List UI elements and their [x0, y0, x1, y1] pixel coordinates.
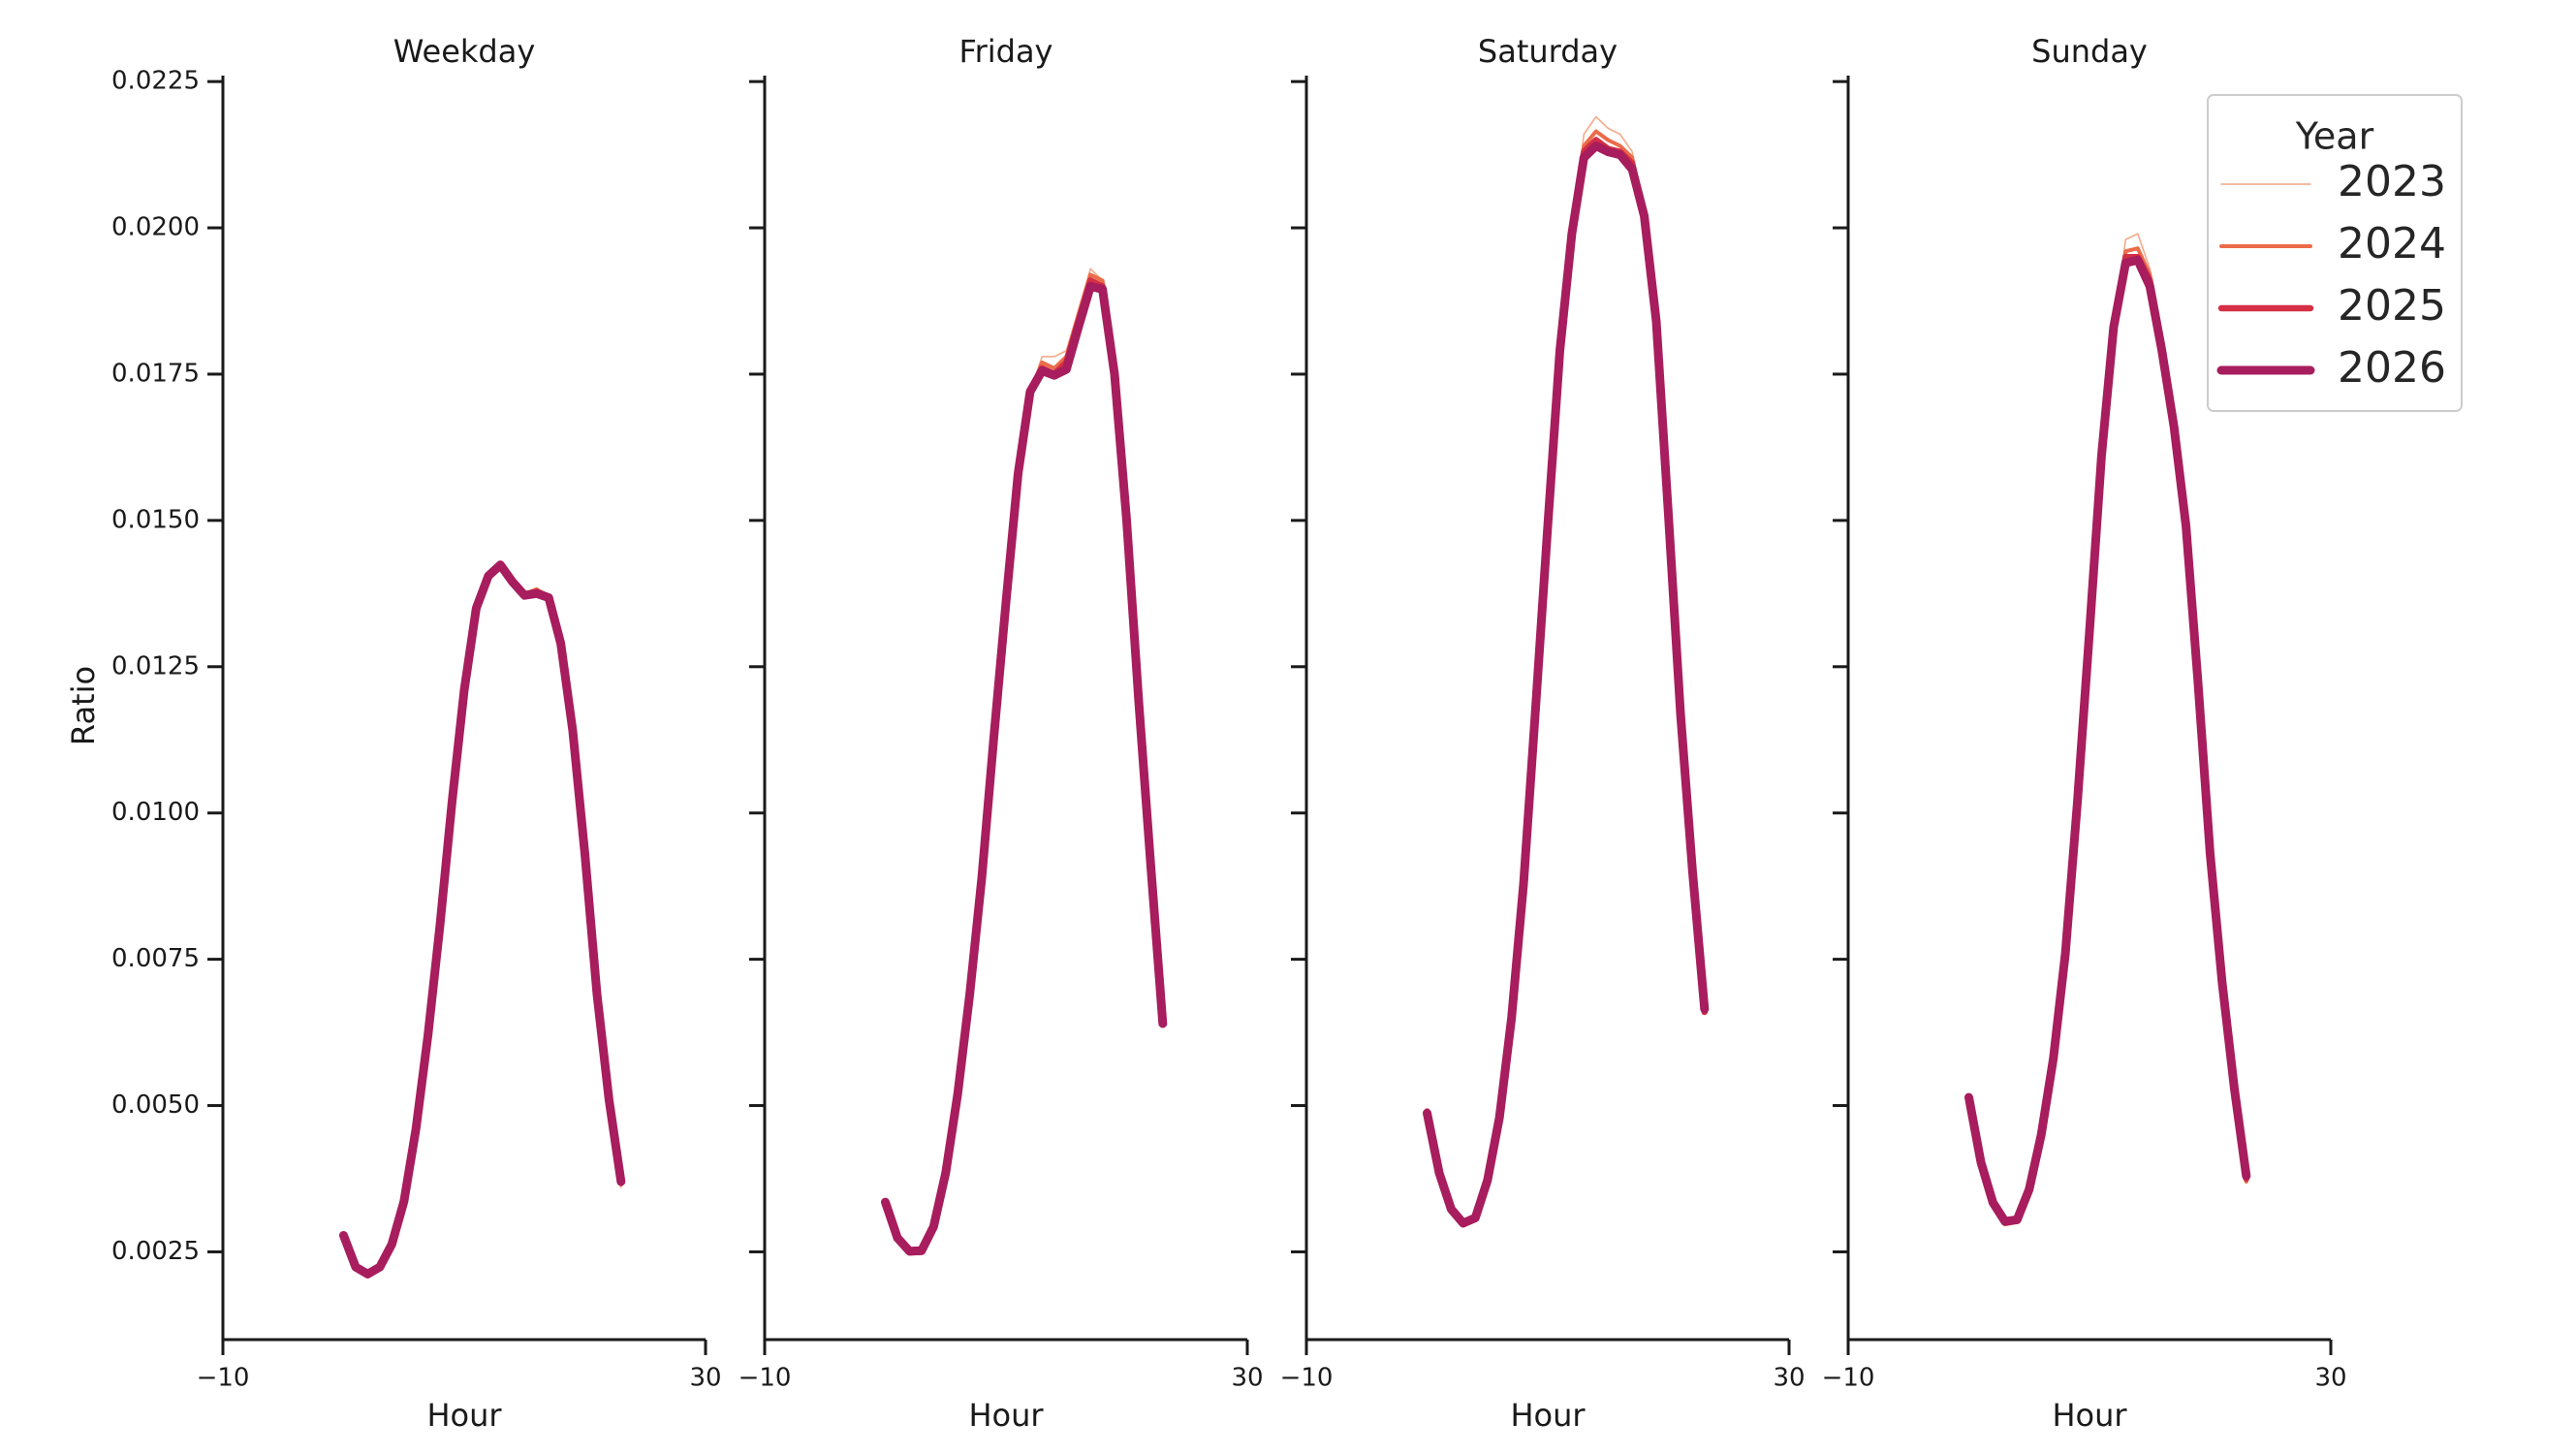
y-tick-label: 0.0025: [111, 1237, 200, 1266]
y-tick-label: 0.0200: [111, 213, 200, 242]
series-line-friday-2026: [881, 281, 1168, 1256]
x-tick-label: 30: [2314, 1364, 2346, 1393]
legend-label-2024: 2024: [2338, 219, 2446, 269]
y-tick-label: 0.0075: [111, 944, 200, 973]
x-tick-label: 30: [689, 1364, 721, 1393]
y-tick-label: 0.0225: [111, 67, 200, 96]
x-tick-label: −10: [738, 1364, 792, 1393]
x-tick-label: 30: [1773, 1364, 1805, 1393]
legend-label-2023: 2023: [2338, 157, 2446, 206]
panel-title-saturday: Saturday: [1478, 33, 1618, 70]
legend-label-2026: 2026: [2338, 343, 2446, 393]
series-line-weekday-2026: [339, 560, 626, 1279]
panel-saturday: Saturday −10 30 Hour: [1280, 33, 1806, 1434]
y-tick-label: 0.0125: [111, 651, 200, 680]
y-tick-label: 0.0050: [111, 1090, 200, 1120]
y-tick-label: 0.0100: [111, 798, 200, 827]
panel-title-friday: Friday: [959, 33, 1053, 70]
x-tick-label: 30: [1231, 1364, 1263, 1393]
legend-label-2025: 2025: [2338, 281, 2446, 331]
panel-weekday: Weekday 0.0025 0.0050 0.0075 0.0100 0.0125 0.0…: [111, 33, 722, 1434]
panel-title-weekday: Weekday: [393, 33, 536, 70]
panel-title-sunday: Sunday: [2031, 33, 2148, 70]
legend-title: Year: [2295, 115, 2374, 158]
panel-friday: Friday −10 30 Hour: [738, 33, 1264, 1434]
x-axis-label-saturday: Hour: [1510, 1397, 1586, 1434]
x-axis-label-friday: Hour: [968, 1397, 1044, 1434]
y-tick-label: 0.0150: [111, 505, 200, 534]
legend: Year 2023 2024 2025 2026: [2207, 94, 2463, 412]
x-tick-label: −10: [1822, 1364, 1875, 1393]
chart-panels: Weekday 0.0025 0.0050 0.0075 0.0100 0.0125 0.0…: [111, 33, 2347, 1434]
series-line-sunday-2026: [1964, 255, 2251, 1226]
x-axis-label-sunday: Hour: [2052, 1397, 2127, 1434]
x-axis-label-weekday: Hour: [426, 1397, 502, 1434]
legend-frame: [2207, 94, 2463, 412]
y-tick-label: 0.0175: [111, 359, 200, 388]
panel-sunday: Sunday −10 30 Hour: [1822, 33, 2347, 1434]
x-tick-label: −10: [1280, 1364, 1334, 1393]
x-tick-label: −10: [197, 1364, 250, 1393]
y-axis-label: Ratio: [65, 666, 102, 745]
series-line-saturday-2026: [1423, 142, 1710, 1228]
